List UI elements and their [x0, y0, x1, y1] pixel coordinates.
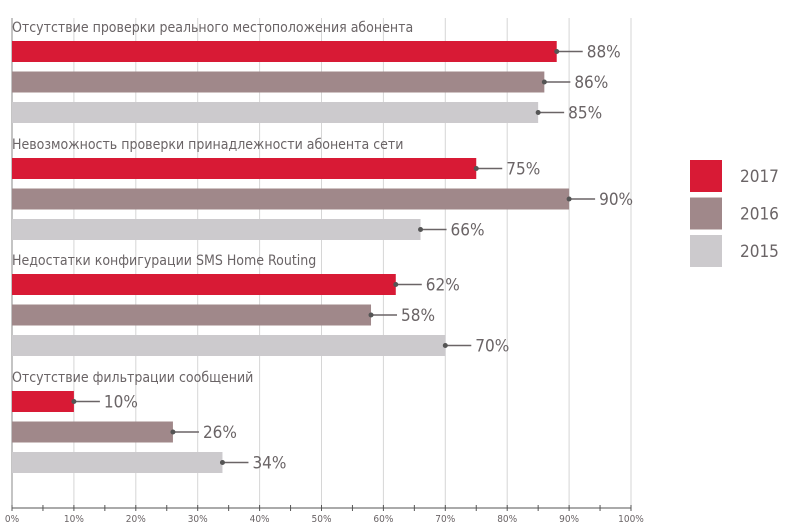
- value-dot: [170, 429, 176, 435]
- bar-2017: [12, 158, 477, 179]
- x-tick-label: 10%: [64, 514, 84, 525]
- bar-2015: [12, 335, 446, 356]
- bar-2016: [12, 304, 372, 326]
- value-dot: [541, 79, 547, 85]
- bar-2015: [12, 452, 223, 473]
- value-dot: [566, 196, 572, 202]
- bar-2016: [12, 71, 545, 93]
- bar-2017: [12, 41, 557, 62]
- value-dot: [393, 282, 399, 287]
- value-label: 90%: [599, 190, 633, 210]
- value-label: 34%: [252, 454, 286, 474]
- x-tick-label: 80%: [497, 514, 517, 525]
- value-dot: [368, 312, 374, 318]
- x-tick-label: 90%: [559, 514, 579, 525]
- legend-swatch-2017: [690, 160, 722, 192]
- value-label: 62%: [426, 276, 460, 296]
- legend-label: 2017: [740, 167, 779, 187]
- legend-swatch-2015: [690, 235, 722, 267]
- bar-2017: [12, 391, 74, 412]
- x-tick-label: 100%: [618, 514, 644, 525]
- category-label: Отсутствие проверки реального местополож…: [12, 20, 413, 36]
- value-dot: [219, 460, 225, 465]
- value-label: 66%: [451, 221, 485, 241]
- category-label: Невозможность проверки принадлежности аб…: [12, 137, 403, 153]
- legend-swatch-2016: [690, 197, 722, 230]
- value-dot: [473, 166, 479, 171]
- x-tick-label: 30%: [188, 514, 208, 525]
- value-label: 58%: [401, 306, 435, 326]
- x-tick-label: 0%: [5, 514, 20, 525]
- x-tick-label: 20%: [126, 514, 146, 525]
- value-dot: [418, 227, 424, 232]
- bar-2016: [12, 188, 570, 210]
- value-dot: [535, 110, 541, 115]
- x-tick-label: 60%: [373, 514, 393, 525]
- x-tick-label: 40%: [250, 514, 270, 525]
- value-label: 88%: [587, 43, 621, 63]
- value-label: 86%: [574, 73, 608, 93]
- value-label: 10%: [104, 393, 138, 413]
- value-label: 70%: [475, 337, 509, 357]
- bar-2015: [12, 102, 539, 123]
- bar-2017: [12, 274, 396, 295]
- value-dot: [71, 399, 77, 404]
- category-label: Отсутствие фильтрации сообщений: [12, 370, 253, 386]
- value-label: 75%: [506, 160, 540, 180]
- value-dot: [442, 343, 448, 348]
- x-tick-label: 50%: [312, 514, 332, 525]
- legend-label: 2015: [740, 242, 779, 262]
- value-dot: [554, 49, 560, 54]
- category-label: Недостатки конфигурации SMS Home Routing: [12, 253, 316, 269]
- value-label: 26%: [203, 423, 237, 443]
- x-tick-label: 70%: [435, 514, 455, 525]
- bar-2016: [12, 421, 173, 443]
- legend-label: 2016: [740, 205, 779, 225]
- value-label: 85%: [568, 104, 602, 124]
- bar-2015: [12, 219, 421, 240]
